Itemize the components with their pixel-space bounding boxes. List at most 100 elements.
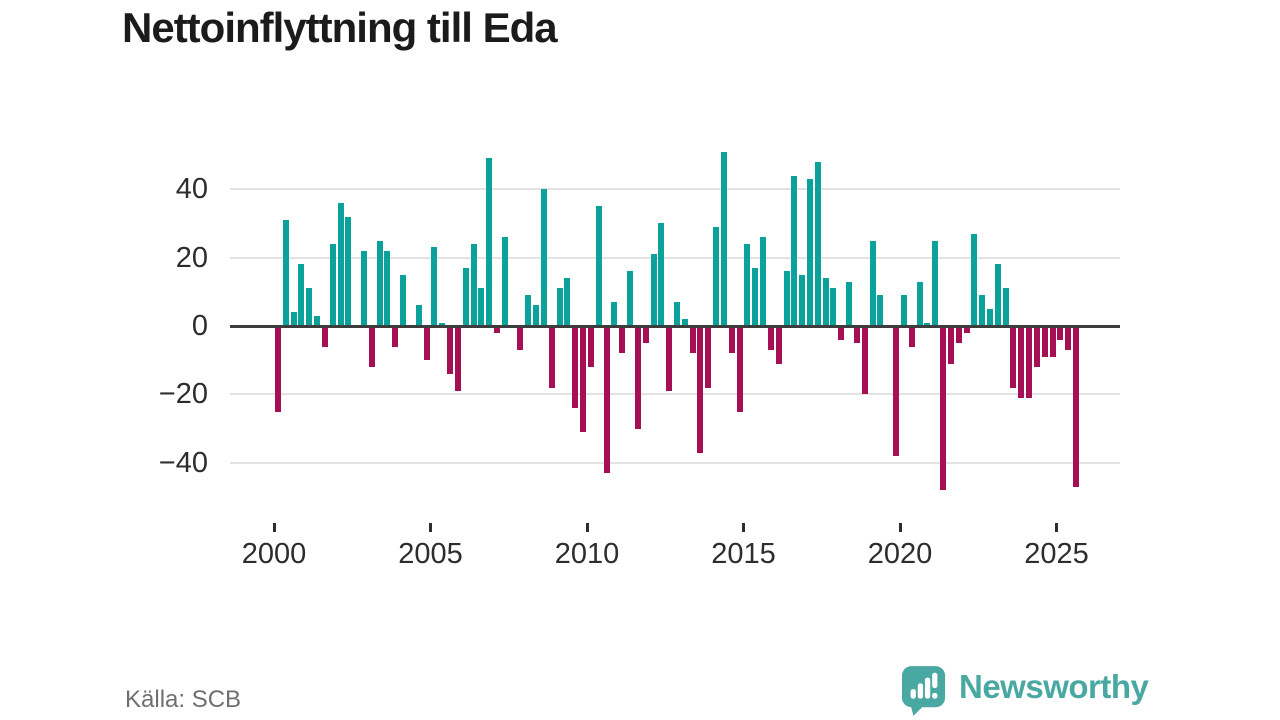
- bar-positive: [720, 151, 727, 326]
- bar-negative: [947, 326, 954, 364]
- bar-negative: [908, 326, 915, 347]
- bar-positive: [932, 240, 939, 326]
- bar-positive: [744, 243, 751, 326]
- bar-positive: [501, 237, 508, 326]
- x-axis-tick-label: 2005: [398, 538, 463, 570]
- bar-negative: [1073, 326, 1080, 487]
- bar-positive: [384, 250, 391, 326]
- bar-positive: [314, 315, 321, 326]
- zero-axis-line: [230, 324, 1120, 328]
- bar-negative: [775, 326, 782, 364]
- bar-positive: [533, 305, 540, 326]
- bar-negative: [1065, 326, 1072, 350]
- bar-positive: [869, 240, 876, 326]
- x-axis-tick: [272, 523, 276, 532]
- bar-positive: [525, 295, 532, 326]
- bar-negative: [548, 326, 555, 388]
- bar-negative: [689, 326, 696, 354]
- chart-title: Nettoinflyttning till Eda: [122, 4, 558, 51]
- bar-negative: [838, 326, 845, 340]
- bar-positive: [306, 288, 313, 326]
- bar-positive: [627, 271, 634, 326]
- bar-positive: [431, 247, 438, 326]
- bar-negative: [697, 326, 704, 453]
- bar-negative: [1010, 326, 1017, 388]
- bar-positive: [282, 219, 289, 326]
- bar-negative: [1057, 326, 1064, 340]
- bar-positive: [814, 161, 821, 326]
- bar-positive: [439, 322, 446, 326]
- bar-positive: [564, 278, 571, 326]
- bar-positive: [799, 274, 806, 326]
- bar-positive: [360, 250, 367, 326]
- x-axis-tick: [585, 523, 589, 532]
- bar-negative: [321, 326, 328, 347]
- y-axis-tick-label: −20: [158, 378, 208, 411]
- bar-positive: [822, 278, 829, 326]
- bar-positive: [924, 322, 931, 326]
- x-axis-tick-label: 2025: [1024, 538, 1089, 570]
- bar-negative: [963, 326, 970, 333]
- y-axis-tick-label: 40: [175, 173, 208, 206]
- bar-positive: [1002, 288, 1009, 326]
- bar-negative: [423, 326, 430, 361]
- bar-positive: [595, 206, 602, 326]
- bar-positive: [478, 288, 485, 326]
- bar-positive: [994, 264, 1001, 326]
- x-axis-tick-label: 2000: [241, 538, 307, 570]
- y-gridline: [230, 461, 1120, 464]
- bar-positive: [986, 308, 993, 326]
- y-axis-tick-label: 0: [191, 310, 208, 342]
- newsworthy-logo: Newsworthy: [901, 665, 1149, 717]
- bar-positive: [462, 267, 469, 326]
- bar-positive: [877, 295, 884, 326]
- bar-positive: [337, 202, 344, 326]
- bar-negative: [392, 326, 399, 347]
- bar-positive: [290, 312, 297, 326]
- bar-negative: [634, 326, 641, 429]
- bar-negative: [705, 326, 712, 388]
- bar-negative: [494, 326, 500, 333]
- bar-negative: [1026, 326, 1033, 398]
- bar-positive: [681, 319, 688, 326]
- bar-negative: [587, 326, 594, 368]
- bar-negative: [736, 326, 743, 412]
- bar-positive: [345, 216, 352, 326]
- bar-positive: [611, 302, 618, 326]
- source-note: Källa: SCB: [125, 686, 242, 713]
- x-axis-tick-label: 2010: [554, 538, 620, 570]
- bar-positive: [673, 302, 680, 326]
- bar-positive: [376, 240, 383, 326]
- bar-positive: [760, 237, 767, 326]
- y-axis-tick-label: −40: [158, 446, 208, 479]
- bar-positive: [916, 281, 923, 326]
- bar-negative: [517, 326, 524, 350]
- x-axis-tick-label: 2015: [711, 538, 776, 570]
- bar-negative: [454, 326, 461, 391]
- bar-negative: [728, 326, 735, 354]
- bar-negative: [666, 326, 673, 391]
- y-gridline: [230, 393, 1120, 396]
- bar-negative: [1049, 326, 1056, 357]
- bar-negative: [603, 326, 610, 474]
- bar-negative: [861, 326, 868, 395]
- bar-positive: [807, 178, 813, 326]
- bar-negative: [447, 326, 454, 374]
- bar-positive: [329, 243, 336, 326]
- bar-negative: [955, 326, 962, 344]
- x-axis-tick: [1055, 523, 1058, 532]
- bar-positive: [470, 243, 477, 326]
- y-axis-tick-label: 20: [175, 241, 208, 274]
- y-gridline: [230, 188, 1120, 191]
- bar-positive: [971, 233, 978, 326]
- bar-negative: [853, 326, 860, 344]
- bar-negative: [619, 326, 626, 354]
- bar-negative: [642, 326, 649, 344]
- bar-negative: [1033, 326, 1040, 368]
- bar-positive: [900, 295, 907, 326]
- bar-positive: [415, 305, 422, 326]
- bar-negative: [940, 326, 947, 491]
- bar-negative: [893, 326, 900, 456]
- bar-chart-speech-bubble-icon: [901, 666, 946, 716]
